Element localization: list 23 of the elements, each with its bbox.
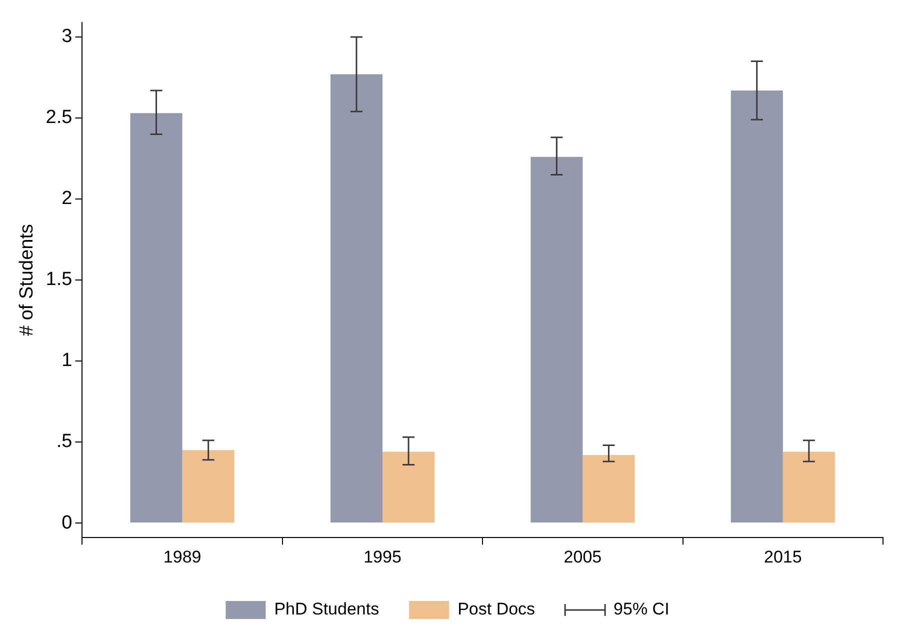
x-tick-label: 1995 — [364, 547, 402, 566]
legend-label: PhD Students — [274, 600, 380, 619]
y-tick-label: 3 — [62, 26, 72, 48]
x-tick-label: 2005 — [564, 547, 602, 566]
text: 95% CI — [614, 600, 670, 619]
bar — [182, 450, 234, 523]
y-tick-label: 1 — [62, 350, 72, 372]
y-tick-label: 0 — [62, 512, 72, 534]
bar — [730, 90, 783, 523]
x-tick-label: 2015 — [764, 547, 802, 566]
y-tick-label: 1.5 — [46, 269, 72, 290]
x-tick-label: 1989 — [163, 547, 202, 566]
bar — [130, 113, 182, 523]
legend-label: Post Docs — [458, 600, 536, 619]
bar — [582, 454, 635, 523]
bar — [382, 452, 435, 523]
y-axis-title: # of Students — [16, 224, 38, 336]
y-tick-label: .5 — [56, 431, 72, 452]
y-tick-label: 2.5 — [46, 107, 72, 128]
bar — [782, 452, 835, 523]
bar — [330, 74, 383, 523]
y-tick-label: 2 — [62, 188, 72, 210]
bar — [530, 156, 583, 523]
